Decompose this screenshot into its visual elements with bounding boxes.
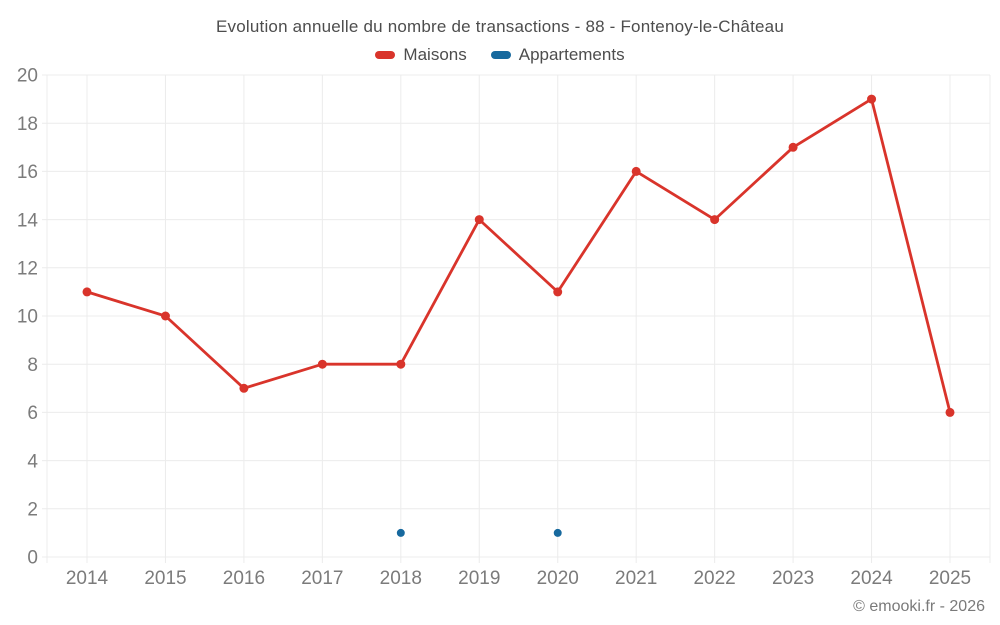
x-tick-label: 2025 — [929, 568, 971, 589]
chart-title: Evolution annuelle du nombre de transact… — [216, 17, 784, 36]
maisons-point-2021[interactable] — [631, 166, 641, 176]
maisons-point-2017[interactable] — [317, 359, 327, 369]
maisons-point-2018[interactable] — [396, 359, 406, 369]
y-tick-label: 8 — [27, 355, 38, 376]
x-tick-label: 2022 — [693, 568, 735, 589]
x-tick-label: 2016 — [223, 568, 265, 589]
x-tick-label: 2024 — [850, 568, 893, 589]
x-tick-label: 2020 — [537, 568, 579, 589]
y-tick-label: 14 — [17, 210, 39, 231]
y-tick-label: 6 — [27, 403, 38, 424]
maisons-point-2022[interactable] — [710, 215, 720, 225]
x-tick-label: 2019 — [458, 568, 500, 589]
legend-item-appartements[interactable]: Appartements — [490, 45, 625, 65]
appartements-legend-label: Appartements — [518, 45, 625, 64]
chart-legend: Maisons Appartements — [0, 45, 1000, 65]
y-tick-label: 16 — [17, 162, 38, 183]
appartements-point-2018[interactable] — [396, 528, 405, 537]
x-tick-label: 2015 — [144, 568, 186, 589]
maisons-legend-label: Maisons — [403, 45, 467, 64]
y-tick-label: 18 — [17, 114, 38, 135]
maisons-point-2023[interactable] — [788, 142, 798, 152]
x-tick-label: 2018 — [380, 568, 422, 589]
x-tick-label: 2014 — [66, 568, 109, 589]
y-tick-label: 4 — [27, 451, 38, 472]
x-tick-label: 2023 — [772, 568, 814, 589]
maisons-legend-swatch-icon — [375, 51, 396, 59]
maisons-point-2016[interactable] — [239, 383, 249, 393]
maisons-point-2020[interactable] — [553, 287, 563, 297]
x-tick-label: 2017 — [301, 568, 343, 589]
appartements-legend-swatch-icon — [490, 51, 511, 59]
y-tick-label: 20 — [17, 66, 38, 87]
maisons-line — [85, 97, 952, 414]
maisons-point-2019[interactable] — [474, 215, 484, 225]
legend-item-maisons[interactable]: Maisons — [375, 45, 467, 65]
x-tick-label: 2021 — [615, 568, 657, 589]
y-tick-label: 2 — [27, 499, 38, 520]
y-tick-label: 10 — [17, 307, 38, 328]
maisons-point-2024[interactable] — [867, 94, 877, 104]
y-tick-label: 12 — [17, 258, 38, 279]
appartements-point-2020[interactable] — [553, 528, 562, 537]
copyright-text: © emooki.fr - 2026 — [853, 598, 985, 615]
maisons-point-2014[interactable] — [82, 287, 92, 297]
y-tick-label: 0 — [27, 548, 38, 569]
maisons-point-2025[interactable] — [945, 407, 955, 417]
maisons-point-2015[interactable] — [160, 311, 170, 321]
